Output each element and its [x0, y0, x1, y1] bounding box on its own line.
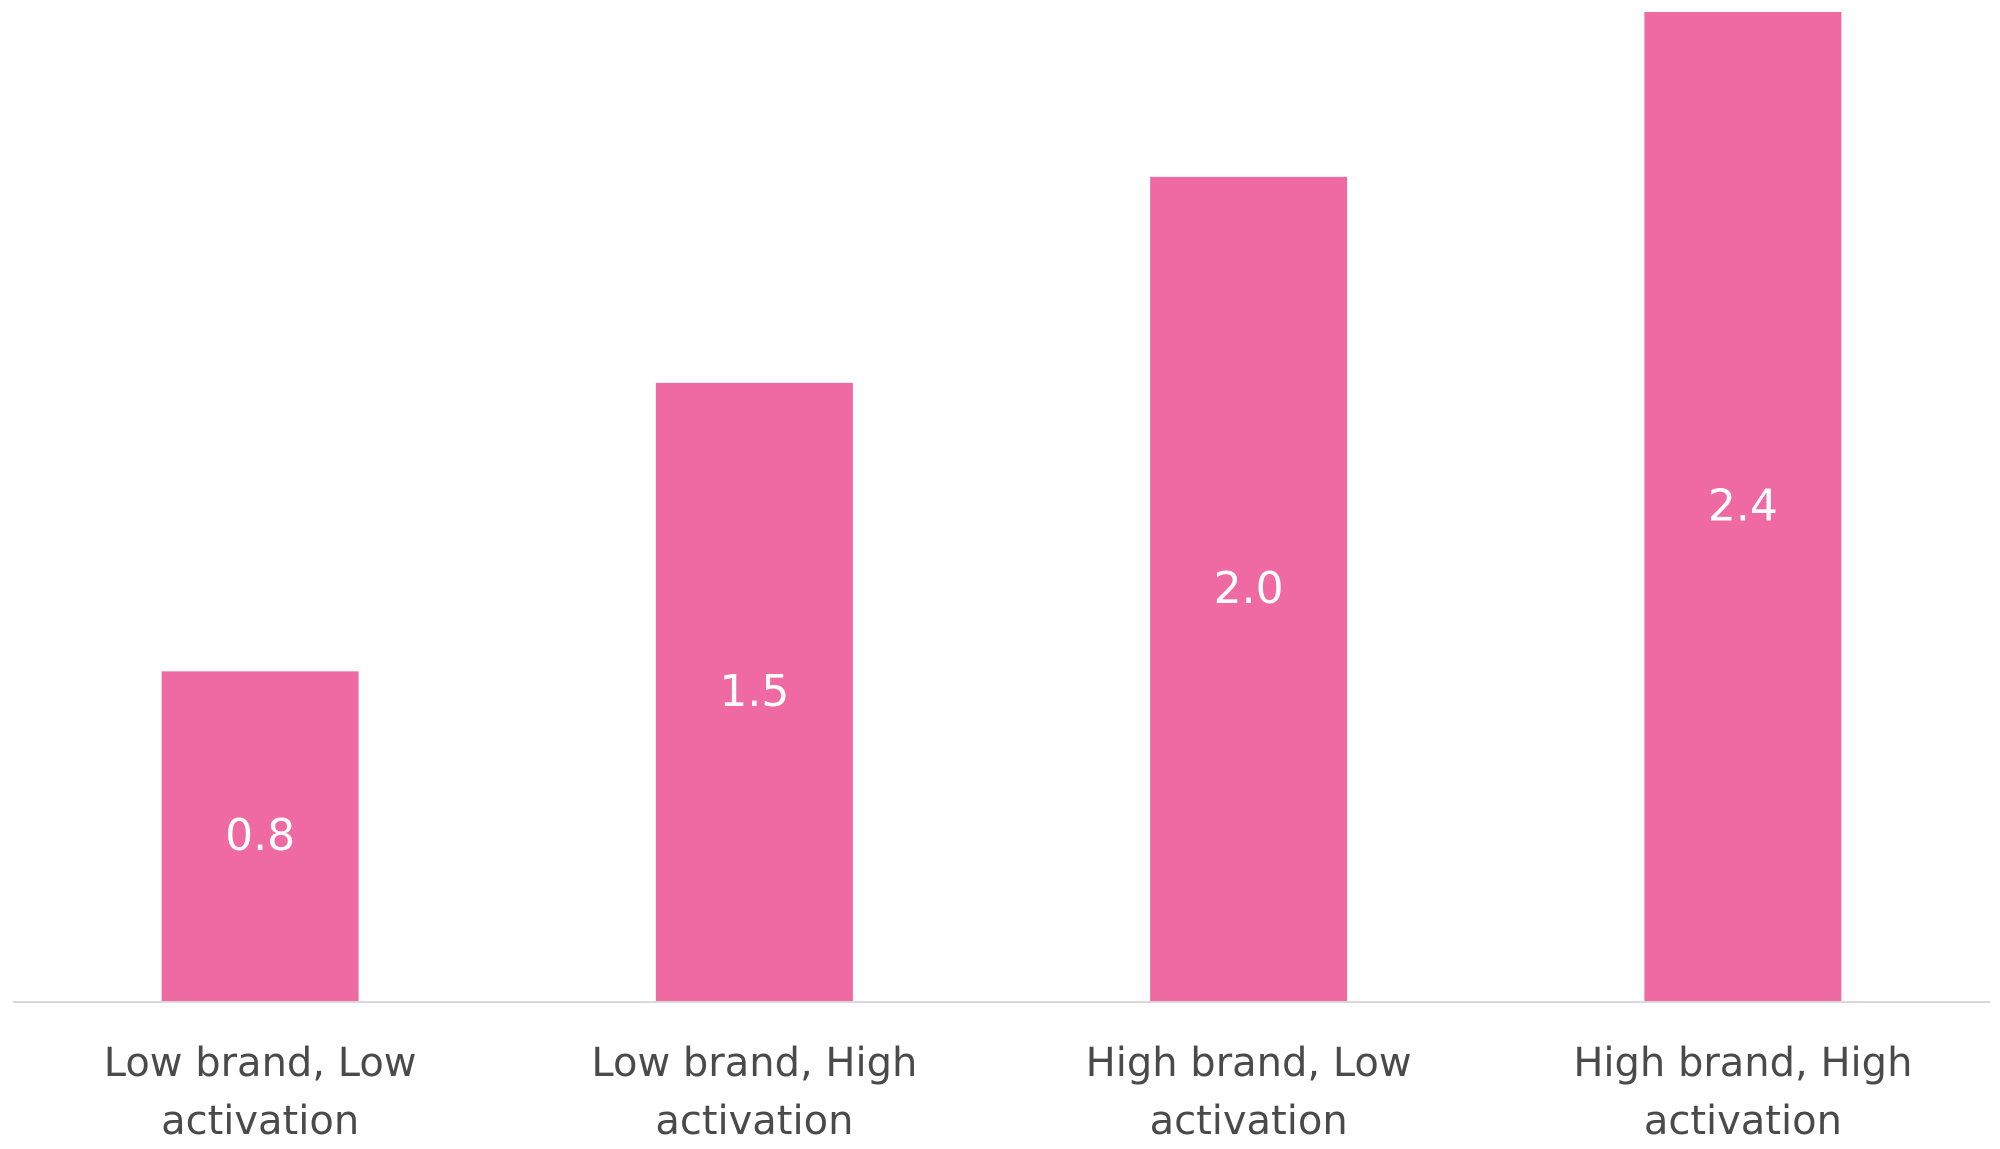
value-label: 1.5 [719, 666, 789, 717]
x-tick-label: Low brand, Low activation [103, 1040, 417, 1144]
value-label: 0.8 [225, 810, 295, 861]
bar [1150, 176, 1348, 1002]
bar [161, 671, 359, 1001]
x-tick-label: High brand, Low activation [1085, 1040, 1412, 1144]
value-label: 2.4 [1708, 481, 1778, 532]
bar [655, 382, 853, 1001]
value-label: 2.0 [1214, 563, 1284, 614]
x-tick-label: High brand, High activation [1573, 1040, 1913, 1144]
x-tick-label: Low brand, High activation [591, 1040, 918, 1144]
bar [1644, 12, 1842, 1001]
